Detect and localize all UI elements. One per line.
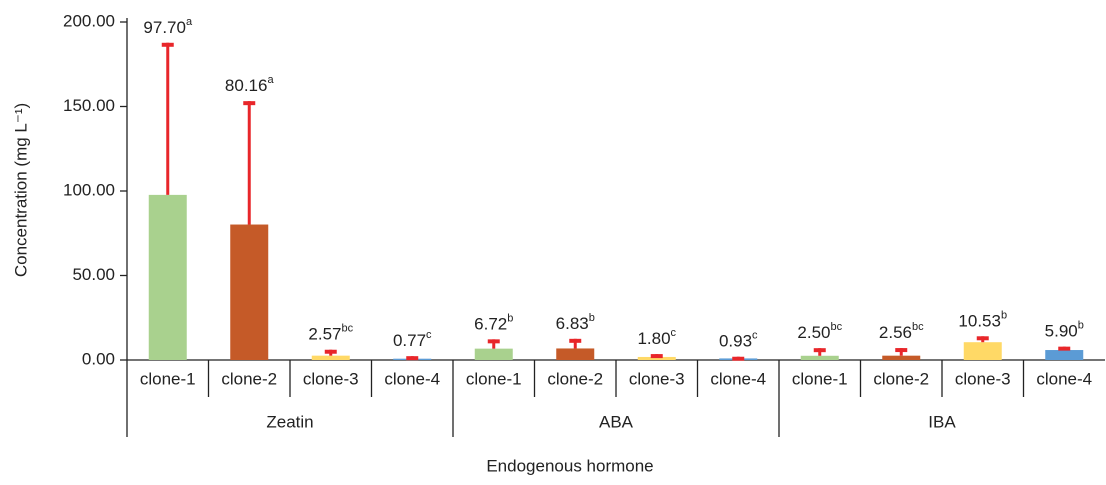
y-tick-label: 0.00	[82, 349, 115, 368]
x-tick-label: clone-2	[547, 369, 603, 388]
data-label-value: 80.16	[225, 77, 268, 96]
data-label-letter: a	[186, 16, 193, 28]
data-label-letter: b	[1078, 320, 1084, 332]
data-label: 6.83b	[556, 312, 595, 334]
y-tick-label: 100.00	[63, 180, 115, 199]
data-label: 97.70a	[143, 16, 193, 38]
x-tick-label: clone-3	[955, 369, 1011, 388]
x-tick-label: clone-4	[384, 369, 440, 388]
group-label: Zeatin	[266, 412, 313, 431]
bar	[963, 342, 1002, 360]
data-label-value: 2.50	[797, 324, 830, 343]
data-label-value: 2.57	[308, 325, 341, 344]
x-tick-label: clone-1	[466, 369, 522, 388]
bar	[148, 194, 187, 360]
x-tick-label: clone-2	[873, 369, 929, 388]
group-label: IBA	[928, 412, 956, 431]
data-label-letter: bc	[830, 321, 842, 333]
data-label-letter: a	[267, 74, 274, 86]
data-label-letter: b	[507, 312, 513, 324]
x-tick-label: clone-4	[1036, 369, 1092, 388]
data-label: 6.72b	[474, 312, 513, 334]
data-label-value: 1.80	[637, 330, 670, 349]
data-label: 0.93c	[719, 330, 758, 352]
x-tick-label: clone-4	[710, 369, 766, 388]
data-label-letter: b	[589, 312, 595, 324]
data-label: 2.57bc	[308, 323, 353, 345]
bar	[637, 356, 676, 360]
bar	[556, 348, 595, 360]
y-axis-title: Concentration (mg L⁻¹)	[11, 103, 30, 277]
data-label-value: 0.77	[393, 332, 426, 351]
data-label: 2.56bc	[879, 321, 924, 343]
data-label: 0.77c	[393, 329, 432, 351]
data-label-value: 0.93	[719, 332, 752, 351]
data-label-value: 5.90	[1045, 322, 1078, 341]
bar	[311, 355, 350, 360]
bar	[882, 355, 921, 360]
data-label-letter: bc	[341, 323, 353, 335]
data-label-value: 6.72	[474, 315, 507, 334]
data-label-letter: bc	[912, 321, 924, 333]
data-label: 2.50bc	[797, 321, 842, 343]
data-label-letter: b	[1001, 309, 1007, 321]
data-label: 10.53b	[958, 309, 1007, 331]
data-label-letter: c	[426, 329, 432, 341]
data-label-value: 97.70	[143, 18, 186, 37]
y-tick-label: 150.00	[63, 96, 115, 115]
x-tick-label: clone-1	[140, 369, 196, 388]
data-label-value: 10.53	[958, 312, 1001, 331]
x-axis-title: Endogenous hormone	[486, 456, 653, 475]
data-label-letter: c	[671, 327, 677, 339]
bar	[800, 355, 839, 360]
x-tick-label: clone-3	[629, 369, 685, 388]
bar	[1045, 350, 1084, 360]
data-label-letter: c	[752, 330, 758, 342]
data-label: 80.16a	[225, 74, 275, 96]
y-tick-label: 200.00	[63, 11, 115, 30]
bar	[474, 348, 513, 360]
x-tick-label: clone-3	[303, 369, 359, 388]
data-label: 5.90b	[1045, 320, 1084, 342]
data-label-value: 6.83	[556, 314, 589, 333]
bar	[230, 224, 269, 360]
x-tick-label: clone-2	[221, 369, 277, 388]
x-tick-label: clone-1	[792, 369, 848, 388]
group-label: ABA	[599, 412, 634, 431]
y-tick-label: 50.00	[72, 265, 115, 284]
data-label: 1.80c	[637, 327, 676, 349]
data-label-value: 2.56	[879, 324, 912, 343]
